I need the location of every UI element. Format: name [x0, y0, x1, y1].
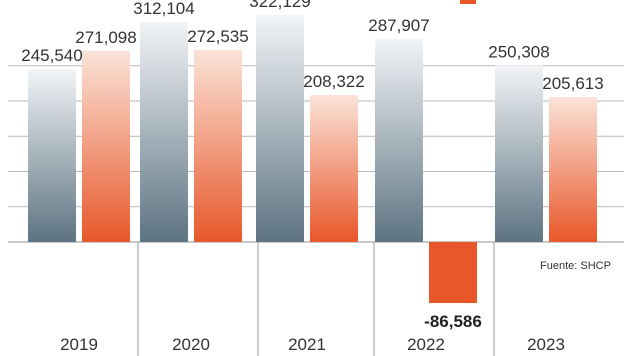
bar-2019-series-2 [82, 50, 130, 242]
year-label-2021: 2021 [288, 335, 326, 354]
bar-2023-series-2 [549, 97, 597, 242]
bar-2020-series-1 [140, 21, 188, 243]
value-label-2020-series-2: 272,535 [187, 27, 248, 46]
legend-swatch [460, 0, 476, 4]
value-label-2022-series-2: -86,586 [424, 312, 482, 331]
year-label-2023: 2023 [527, 335, 565, 354]
value-label-2021-series-2: 208,322 [303, 72, 364, 91]
value-label-2022-series-1: 287,907 [368, 16, 429, 35]
source-note: Fuente: SHCP [540, 260, 611, 272]
value-label-2023-series-1: 250,308 [488, 43, 549, 62]
bar-2023-series-1 [495, 65, 543, 242]
value-label-2023-series-2: 205,613 [542, 74, 603, 93]
year-label-2020: 2020 [172, 335, 210, 354]
year-labels: 2019 2020 2021 2022 2023 [60, 335, 565, 354]
year-label-2022: 2022 [407, 335, 445, 354]
bar-2019-series-1 [28, 68, 76, 242]
value-label-2019-series-1: 245,540 [21, 46, 82, 65]
bar-2021-series-2 [310, 95, 358, 242]
bars [28, 14, 597, 304]
year-dividers [137, 242, 495, 356]
bar-2021-series-1 [256, 14, 304, 243]
value-label-2019-series-2: 271,098 [75, 28, 136, 47]
bar-2022-series-1 [375, 39, 423, 242]
year-label-2019: 2019 [60, 335, 98, 354]
bar-2022-series-2 [429, 242, 477, 304]
value-label-2021-series-1: 322,129 [249, 0, 310, 11]
value-label-2020-series-1: 312,104 [133, 0, 194, 18]
bar-2020-series-2 [194, 49, 242, 242]
